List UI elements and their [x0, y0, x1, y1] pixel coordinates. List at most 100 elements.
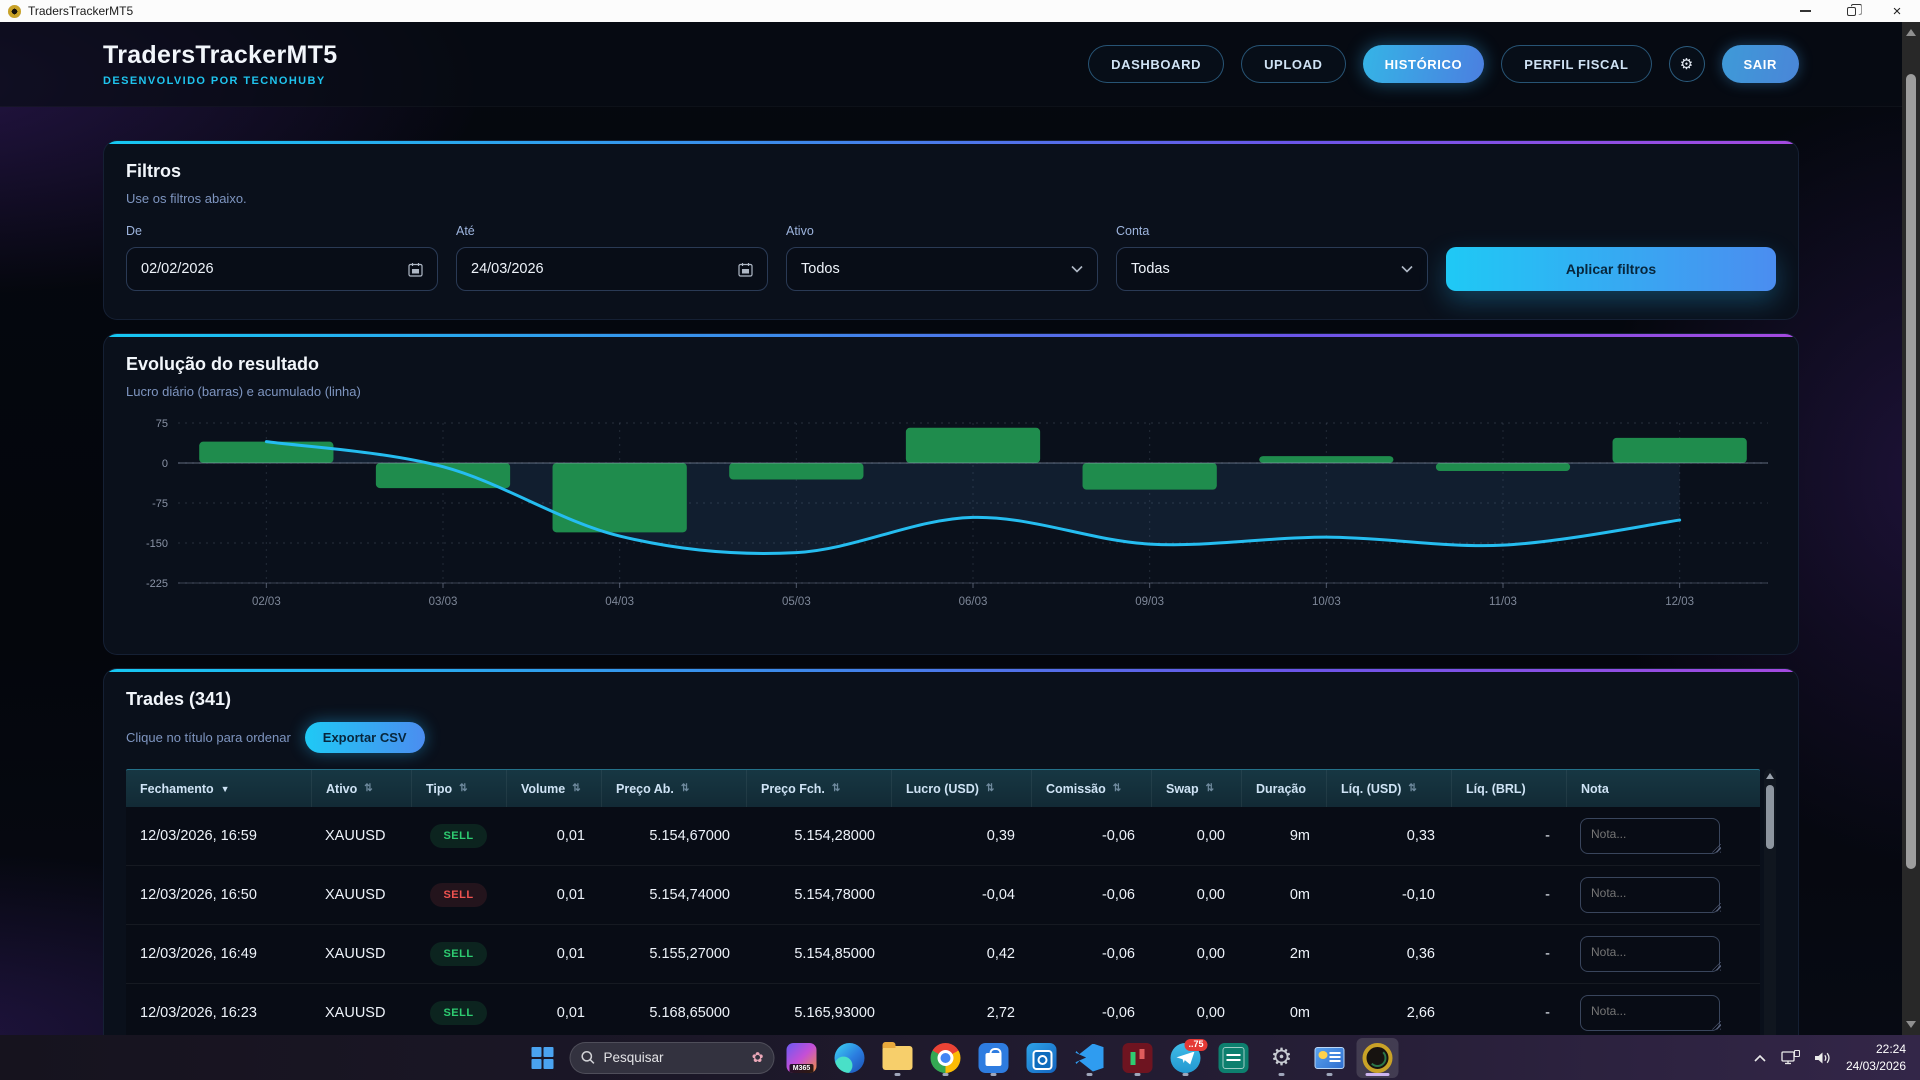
taskbar-app-traders-tracker[interactable] — [1357, 1038, 1399, 1078]
date-to-label: Até — [456, 224, 768, 238]
cell-swap: 0,00 — [1151, 866, 1241, 924]
table-scroll-up-icon[interactable] — [1766, 773, 1774, 779]
cell-tipo: SELL — [411, 984, 506, 1035]
column-header-preco_fch[interactable]: Preço Fch.⇅ — [746, 770, 891, 807]
svg-text:12/03: 12/03 — [1665, 596, 1694, 608]
cell-lucro: 2,72 — [891, 984, 1031, 1035]
volume-icon[interactable] — [1814, 1051, 1832, 1065]
minimize-button[interactable] — [1782, 0, 1828, 22]
cell-liq_brl: - — [1451, 866, 1566, 924]
column-header-swap[interactable]: Swap⇅ — [1151, 770, 1241, 807]
cell-fechamento: 12/03/2026, 16:23 — [126, 984, 311, 1035]
cell-duracao: 9m — [1241, 807, 1326, 865]
column-header-liq_usd[interactable]: Líq. (USD)⇅ — [1326, 770, 1451, 807]
taskbar-app-metatrader[interactable] — [1117, 1038, 1159, 1078]
cell-nota — [1566, 866, 1760, 924]
taskbar-app-file-explorer[interactable] — [877, 1038, 919, 1078]
table-row: 12/03/2026, 16:59XAUUSDSELL0,015.154,670… — [126, 807, 1760, 866]
taskbar-app-outlook[interactable] — [1021, 1038, 1063, 1078]
note-input[interactable] — [1580, 936, 1720, 972]
table-scroll-thumb[interactable] — [1766, 785, 1774, 849]
cell-fechamento: 12/03/2026, 16:59 — [126, 807, 311, 865]
cell-preco_ab: 5.154,74000 — [601, 866, 746, 924]
taskbar-app-chrome[interactable] — [925, 1038, 967, 1078]
restore-button[interactable] — [1828, 0, 1874, 22]
cell-preco_fch: 5.165,93000 — [746, 984, 891, 1035]
taskbar-app-dev[interactable] — [1213, 1038, 1255, 1078]
taskbar-app-telegram[interactable]: ..75 — [1165, 1038, 1207, 1078]
tab-perfil-fiscal[interactable]: PERFIL FISCAL — [1501, 45, 1651, 83]
cell-ativo: XAUUSD — [311, 807, 411, 865]
metatrader-icon — [1123, 1043, 1153, 1073]
filter-field-de: De 02/02/2026 — [126, 224, 438, 291]
chart-title: Evolução do resultado — [126, 354, 1776, 375]
close-button[interactable]: × — [1874, 0, 1920, 22]
outlook-icon — [1027, 1043, 1057, 1073]
app-window-icon — [8, 5, 21, 18]
date-to-input[interactable]: 24/03/2026 — [456, 247, 768, 291]
svg-text:03/03: 03/03 — [429, 596, 458, 608]
cell-liq_brl: - — [1451, 807, 1566, 865]
telegram-icon: ..75 — [1171, 1043, 1201, 1073]
taskbar-app-copilot-m365[interactable]: M365 — [781, 1038, 823, 1078]
note-input[interactable] — [1580, 818, 1720, 854]
scroll-up-icon[interactable] — [1906, 29, 1916, 36]
column-header-duracao: Duração — [1241, 770, 1326, 807]
tab-dashboard[interactable]: DASHBOARD — [1088, 45, 1224, 83]
cell-volume: 0,01 — [506, 807, 601, 865]
column-header-comissao[interactable]: Comissão⇅ — [1031, 770, 1151, 807]
date-from-input[interactable]: 02/02/2026 — [126, 247, 438, 291]
svg-text:10/03: 10/03 — [1312, 596, 1341, 608]
apply-filters-button[interactable]: Aplicar filtros — [1446, 247, 1776, 291]
search-placeholder: Pesquisar — [604, 1050, 664, 1065]
tab-upload[interactable]: UPLOAD — [1241, 45, 1346, 83]
taskbar-clock[interactable]: 22:24 24/03/2026 — [1846, 1041, 1906, 1073]
scroll-thumb[interactable] — [1906, 74, 1916, 869]
cell-duracao: 0m — [1241, 866, 1326, 924]
column-header-lucro[interactable]: Lucro (USD)⇅ — [891, 770, 1031, 807]
chevron-down-icon — [1401, 265, 1413, 273]
taskbar-search[interactable]: Pesquisar ✿ — [570, 1042, 775, 1074]
account-select[interactable]: Todas — [1116, 247, 1428, 291]
start-button[interactable] — [522, 1038, 564, 1078]
table-row: 12/03/2026, 16:49XAUUSDSELL0,015.155,270… — [126, 925, 1760, 984]
content: Filtros Use os filtros abaixo. De 02/02/… — [0, 107, 1902, 1035]
table-row: 12/03/2026, 16:50XAUUSDSELL0,015.154,740… — [126, 866, 1760, 925]
note-input[interactable] — [1580, 877, 1720, 913]
restore-icon — [1847, 7, 1856, 16]
column-header-tipo[interactable]: Tipo⇅ — [411, 770, 506, 807]
column-header-fechamento[interactable]: Fechamento▼ — [126, 770, 311, 807]
asset-select[interactable]: Todos — [786, 247, 1098, 291]
cell-swap: 0,00 — [1151, 807, 1241, 865]
edge-icon — [835, 1043, 865, 1073]
export-csv-button[interactable]: Exportar CSV — [305, 722, 425, 753]
cell-liq_brl: - — [1451, 925, 1566, 983]
tab-historico[interactable]: HISTÓRICO — [1363, 45, 1485, 83]
taskbar-app-vscode[interactable] — [1069, 1038, 1111, 1078]
scroll-down-icon[interactable] — [1906, 1021, 1916, 1028]
cell-preco_ab: 5.168,65000 — [601, 984, 746, 1035]
taskbar-app-edge[interactable] — [829, 1038, 871, 1078]
table-scrollbar[interactable] — [1764, 769, 1776, 1035]
cell-lucro: 0,39 — [891, 807, 1031, 865]
column-header-preco_ab[interactable]: Preço Ab.⇅ — [601, 770, 746, 807]
taskbar-app-store[interactable] — [973, 1038, 1015, 1078]
taskbar-app-system-monitor[interactable] — [1309, 1038, 1351, 1078]
column-header-volume[interactable]: Volume⇅ — [506, 770, 601, 807]
svg-text:11/03: 11/03 — [1489, 596, 1517, 608]
cell-liq_usd: -0,10 — [1326, 866, 1451, 924]
taskbar-app-settings[interactable]: ⚙ — [1261, 1038, 1303, 1078]
settings-button[interactable]: ⚙ — [1669, 46, 1705, 82]
trades-body: 12/03/2026, 16:59XAUUSDSELL0,015.154,670… — [126, 807, 1760, 1035]
tray-chevron-up-icon[interactable] — [1753, 1053, 1767, 1063]
note-input[interactable] — [1580, 995, 1720, 1031]
filter-field-ate: Até 24/03/2026 — [456, 224, 768, 291]
network-icon[interactable] — [1781, 1050, 1800, 1065]
app-header: TradersTrackerMT5 DESENVOLVIDO POR TECNO… — [0, 22, 1902, 107]
screen: TradersTrackerMT5 × TradersTrackerMT5 DE… — [0, 0, 1920, 1080]
page-scrollbar[interactable] — [1902, 22, 1920, 1035]
column-header-ativo[interactable]: Ativo⇅ — [311, 770, 411, 807]
chevron-down-icon — [1071, 265, 1083, 273]
logout-button[interactable]: SAIR — [1722, 45, 1799, 83]
cell-tipo: SELL — [411, 866, 506, 924]
